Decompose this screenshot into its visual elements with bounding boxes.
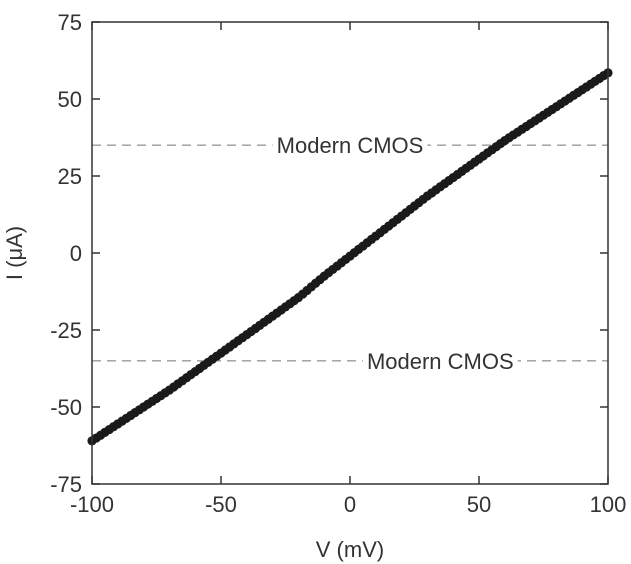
y-tick-label: 25	[58, 164, 82, 189]
reference-line-label: Modern CMOS	[277, 133, 424, 158]
reference-label-background	[362, 347, 518, 374]
y-tick-label: 50	[58, 87, 82, 112]
y-tick-label: -75	[50, 472, 82, 497]
x-tick-label: -100	[70, 492, 114, 517]
x-tick-label: 50	[467, 492, 491, 517]
reference-lines: Modern CMOS Modern CMOS	[92, 132, 608, 374]
reference-label-background	[272, 132, 428, 159]
y-tick-label: 75	[58, 10, 82, 35]
y-tick-label: -50	[50, 395, 82, 420]
y-tick-label: 0	[70, 241, 82, 266]
axis-ticks: -100 -50 0 50 100 -75 -50 -25 0 25 50 75	[50, 10, 626, 517]
x-tick-label: -50	[205, 492, 237, 517]
y-axis-title: I (μA)	[2, 226, 27, 280]
reference-line-label: Modern CMOS	[367, 349, 514, 374]
y-tick-label: -25	[50, 318, 82, 343]
data-series	[87, 68, 613, 446]
x-tick-label: 0	[344, 492, 356, 517]
x-axis-title: V (mV)	[316, 537, 384, 562]
x-tick-label: 100	[590, 492, 627, 517]
